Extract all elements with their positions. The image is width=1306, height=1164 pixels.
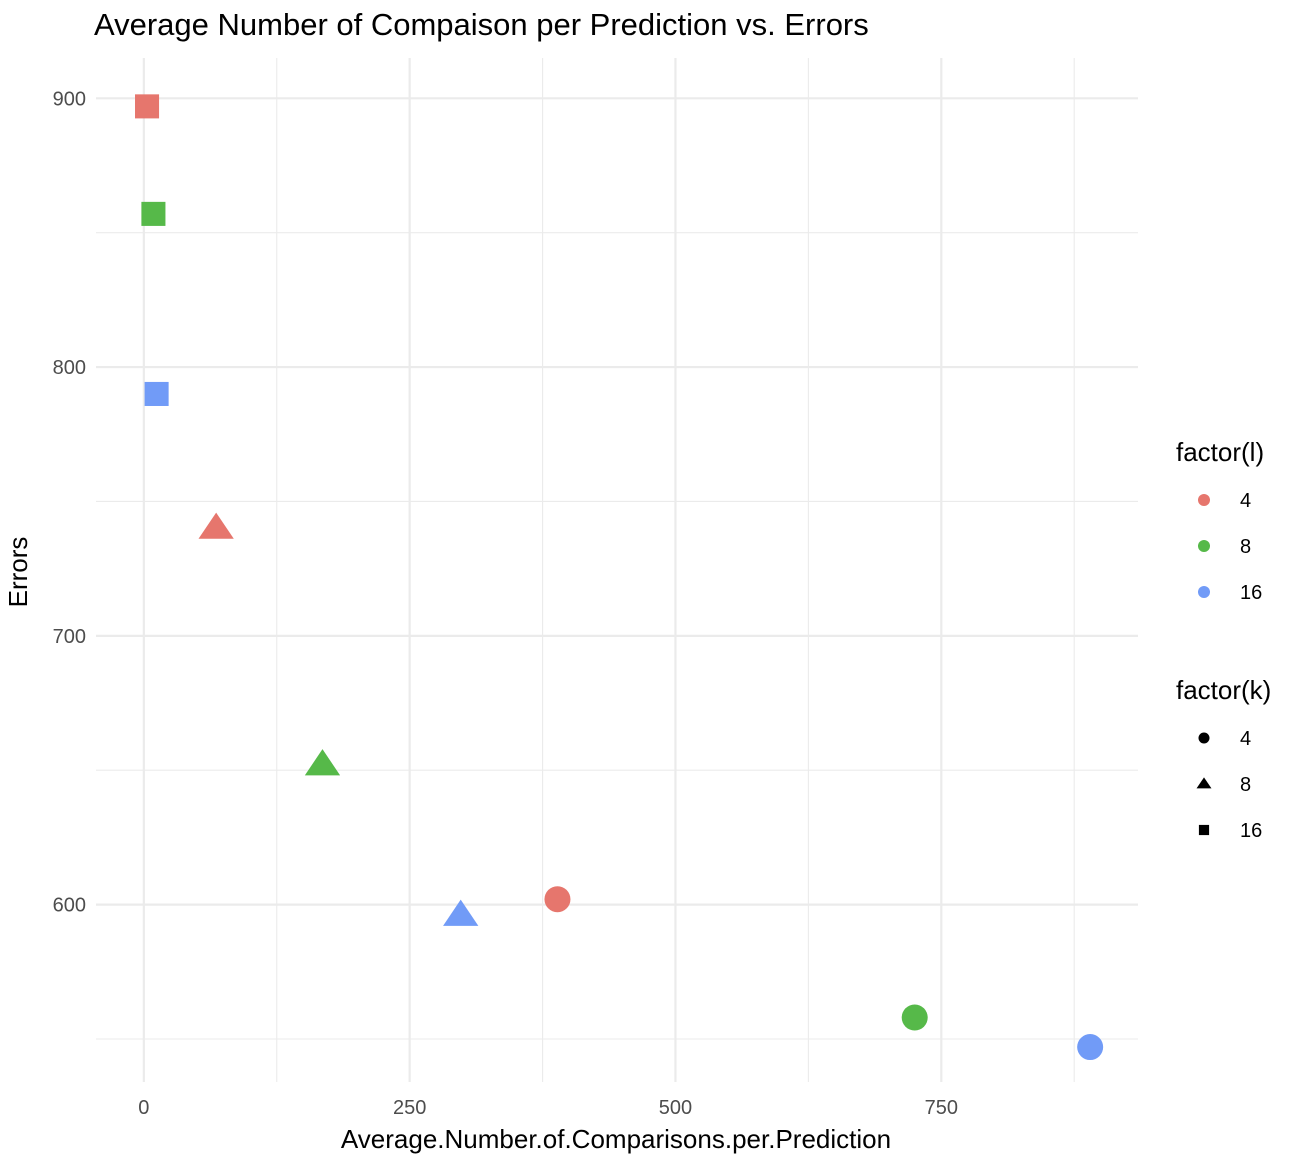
chart-title: Average Number of Compaison per Predicti…	[94, 7, 869, 42]
legend-key-square	[1198, 824, 1210, 836]
grid	[96, 58, 1138, 1082]
x-tick-label: 500	[659, 1097, 692, 1119]
data-point-square	[144, 381, 169, 406]
x-axis-ticks: 0 250 500 750	[138, 1097, 958, 1119]
x-tick-label: 750	[925, 1097, 958, 1119]
data-point-square	[141, 201, 166, 226]
y-tick-label: 700	[53, 626, 86, 648]
legend-label: 4	[1240, 490, 1251, 512]
data-point-circle	[544, 886, 571, 913]
data-point-circle	[1077, 1034, 1104, 1061]
y-axis-ticks: 600 700 800 900	[53, 88, 86, 916]
legend-key-circle	[1198, 494, 1210, 506]
legend-label: 4	[1240, 728, 1251, 750]
legend-title: factor(k)	[1176, 675, 1271, 705]
legend-label: 16	[1240, 820, 1262, 842]
legends: factor(l) 4 8 16 factor(k) 4 8 16	[1176, 437, 1271, 842]
data-point-triangle	[198, 512, 234, 539]
x-axis-title: Average.Number.of.Comparisons.per.Predic…	[341, 1124, 891, 1154]
x-tick-label: 0	[138, 1097, 149, 1119]
legend-key-circle	[1198, 540, 1210, 552]
y-tick-label: 600	[53, 895, 86, 917]
y-tick-label: 900	[53, 88, 86, 110]
data-point-triangle	[304, 749, 341, 776]
data-point-square	[135, 94, 160, 119]
data-points	[135, 94, 1104, 1061]
x-tick-label: 250	[393, 1097, 426, 1119]
legend-label: 8	[1240, 774, 1251, 796]
legend-title: factor(l)	[1176, 437, 1264, 467]
legend-key-triangle	[1196, 777, 1212, 789]
y-tick-label: 800	[53, 357, 86, 379]
legend-key-circle	[1198, 586, 1210, 598]
legend-label: 8	[1240, 536, 1251, 558]
data-point-triangle	[443, 899, 479, 926]
y-axis-title: Errors	[3, 537, 33, 608]
legend-key-circle	[1198, 732, 1210, 744]
data-point-circle	[901, 1004, 928, 1031]
legend-label: 16	[1240, 582, 1262, 604]
